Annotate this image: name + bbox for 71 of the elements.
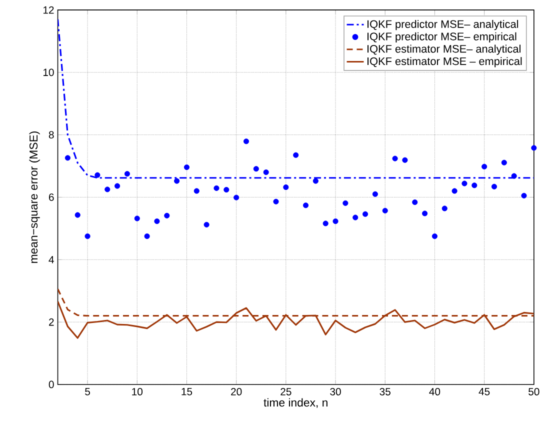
- point: [422, 210, 428, 216]
- point: [332, 218, 338, 224]
- point: [283, 184, 289, 190]
- point: [412, 199, 418, 205]
- point: [253, 166, 259, 172]
- point: [312, 178, 318, 184]
- point: [531, 144, 537, 151]
- point: [124, 170, 130, 176]
- legend-label: IQKF predictor MSE– analytical: [368, 20, 518, 30]
- y-tick-label: 0: [48, 380, 54, 388]
- point: [472, 182, 478, 188]
- x-tick-label: 45: [478, 388, 490, 396]
- legend-label: IQKF estimator MSE – empirical: [368, 56, 522, 68]
- point: [234, 194, 240, 200]
- point: [382, 208, 388, 214]
- point: [104, 186, 110, 192]
- y-tick-label: 4: [48, 256, 54, 264]
- point: [462, 180, 468, 186]
- point: [154, 218, 160, 224]
- x-tick-label: 50: [528, 388, 540, 396]
- point: [452, 188, 458, 194]
- point: [302, 202, 309, 208]
- point: [263, 169, 269, 175]
- point: [293, 152, 299, 158]
- x-tick-label: 5: [85, 388, 90, 396]
- point: [501, 160, 507, 166]
- y-tick-label: 10: [43, 68, 54, 76]
- y-axis-title: mean−square error (MSE): [29, 131, 40, 263]
- point: [273, 198, 279, 204]
- point: [362, 211, 368, 217]
- point: [392, 156, 398, 162]
- y-tick-label: 2: [49, 318, 54, 326]
- point: [342, 200, 348, 206]
- point: [224, 186, 230, 192]
- point: [432, 233, 438, 239]
- x-tick-label: 30: [330, 388, 341, 396]
- legend-label: IQKF estimator MSE– analytical: [368, 44, 520, 55]
- x-tick-label: 15: [182, 388, 192, 396]
- x-tick-label: 40: [429, 388, 440, 396]
- point: [442, 206, 448, 212]
- x-tick-label: 10: [132, 388, 143, 396]
- point: [114, 183, 120, 189]
- point: [322, 220, 328, 226]
- x-axis-title: time index, n: [264, 398, 328, 408]
- point: [372, 191, 378, 197]
- point: [174, 178, 180, 184]
- y-tick-label: 8: [48, 130, 54, 138]
- legend-label: IQKF predictor MSE– empirical: [368, 32, 516, 42]
- x-tick-label: 25: [280, 388, 292, 396]
- point: [402, 157, 408, 163]
- x-tick-label: 35: [380, 388, 390, 396]
- point: [204, 222, 210, 228]
- point: [134, 216, 140, 222]
- point: [144, 233, 150, 239]
- x-tick-label: 20: [231, 388, 242, 396]
- point: [511, 173, 517, 179]
- point: [352, 214, 358, 220]
- point: [521, 192, 527, 198]
- point: [184, 164, 190, 170]
- y-tick-label: 12: [43, 6, 54, 14]
- point: [491, 184, 498, 190]
- point: [164, 212, 170, 218]
- point: [64, 154, 70, 161]
- point: [84, 233, 90, 239]
- point: [94, 172, 100, 178]
- point: [74, 212, 80, 218]
- point: [214, 185, 220, 191]
- y-tick-label: 6: [49, 193, 54, 201]
- point: [194, 188, 200, 194]
- point: [243, 138, 250, 144]
- point: [482, 164, 488, 170]
